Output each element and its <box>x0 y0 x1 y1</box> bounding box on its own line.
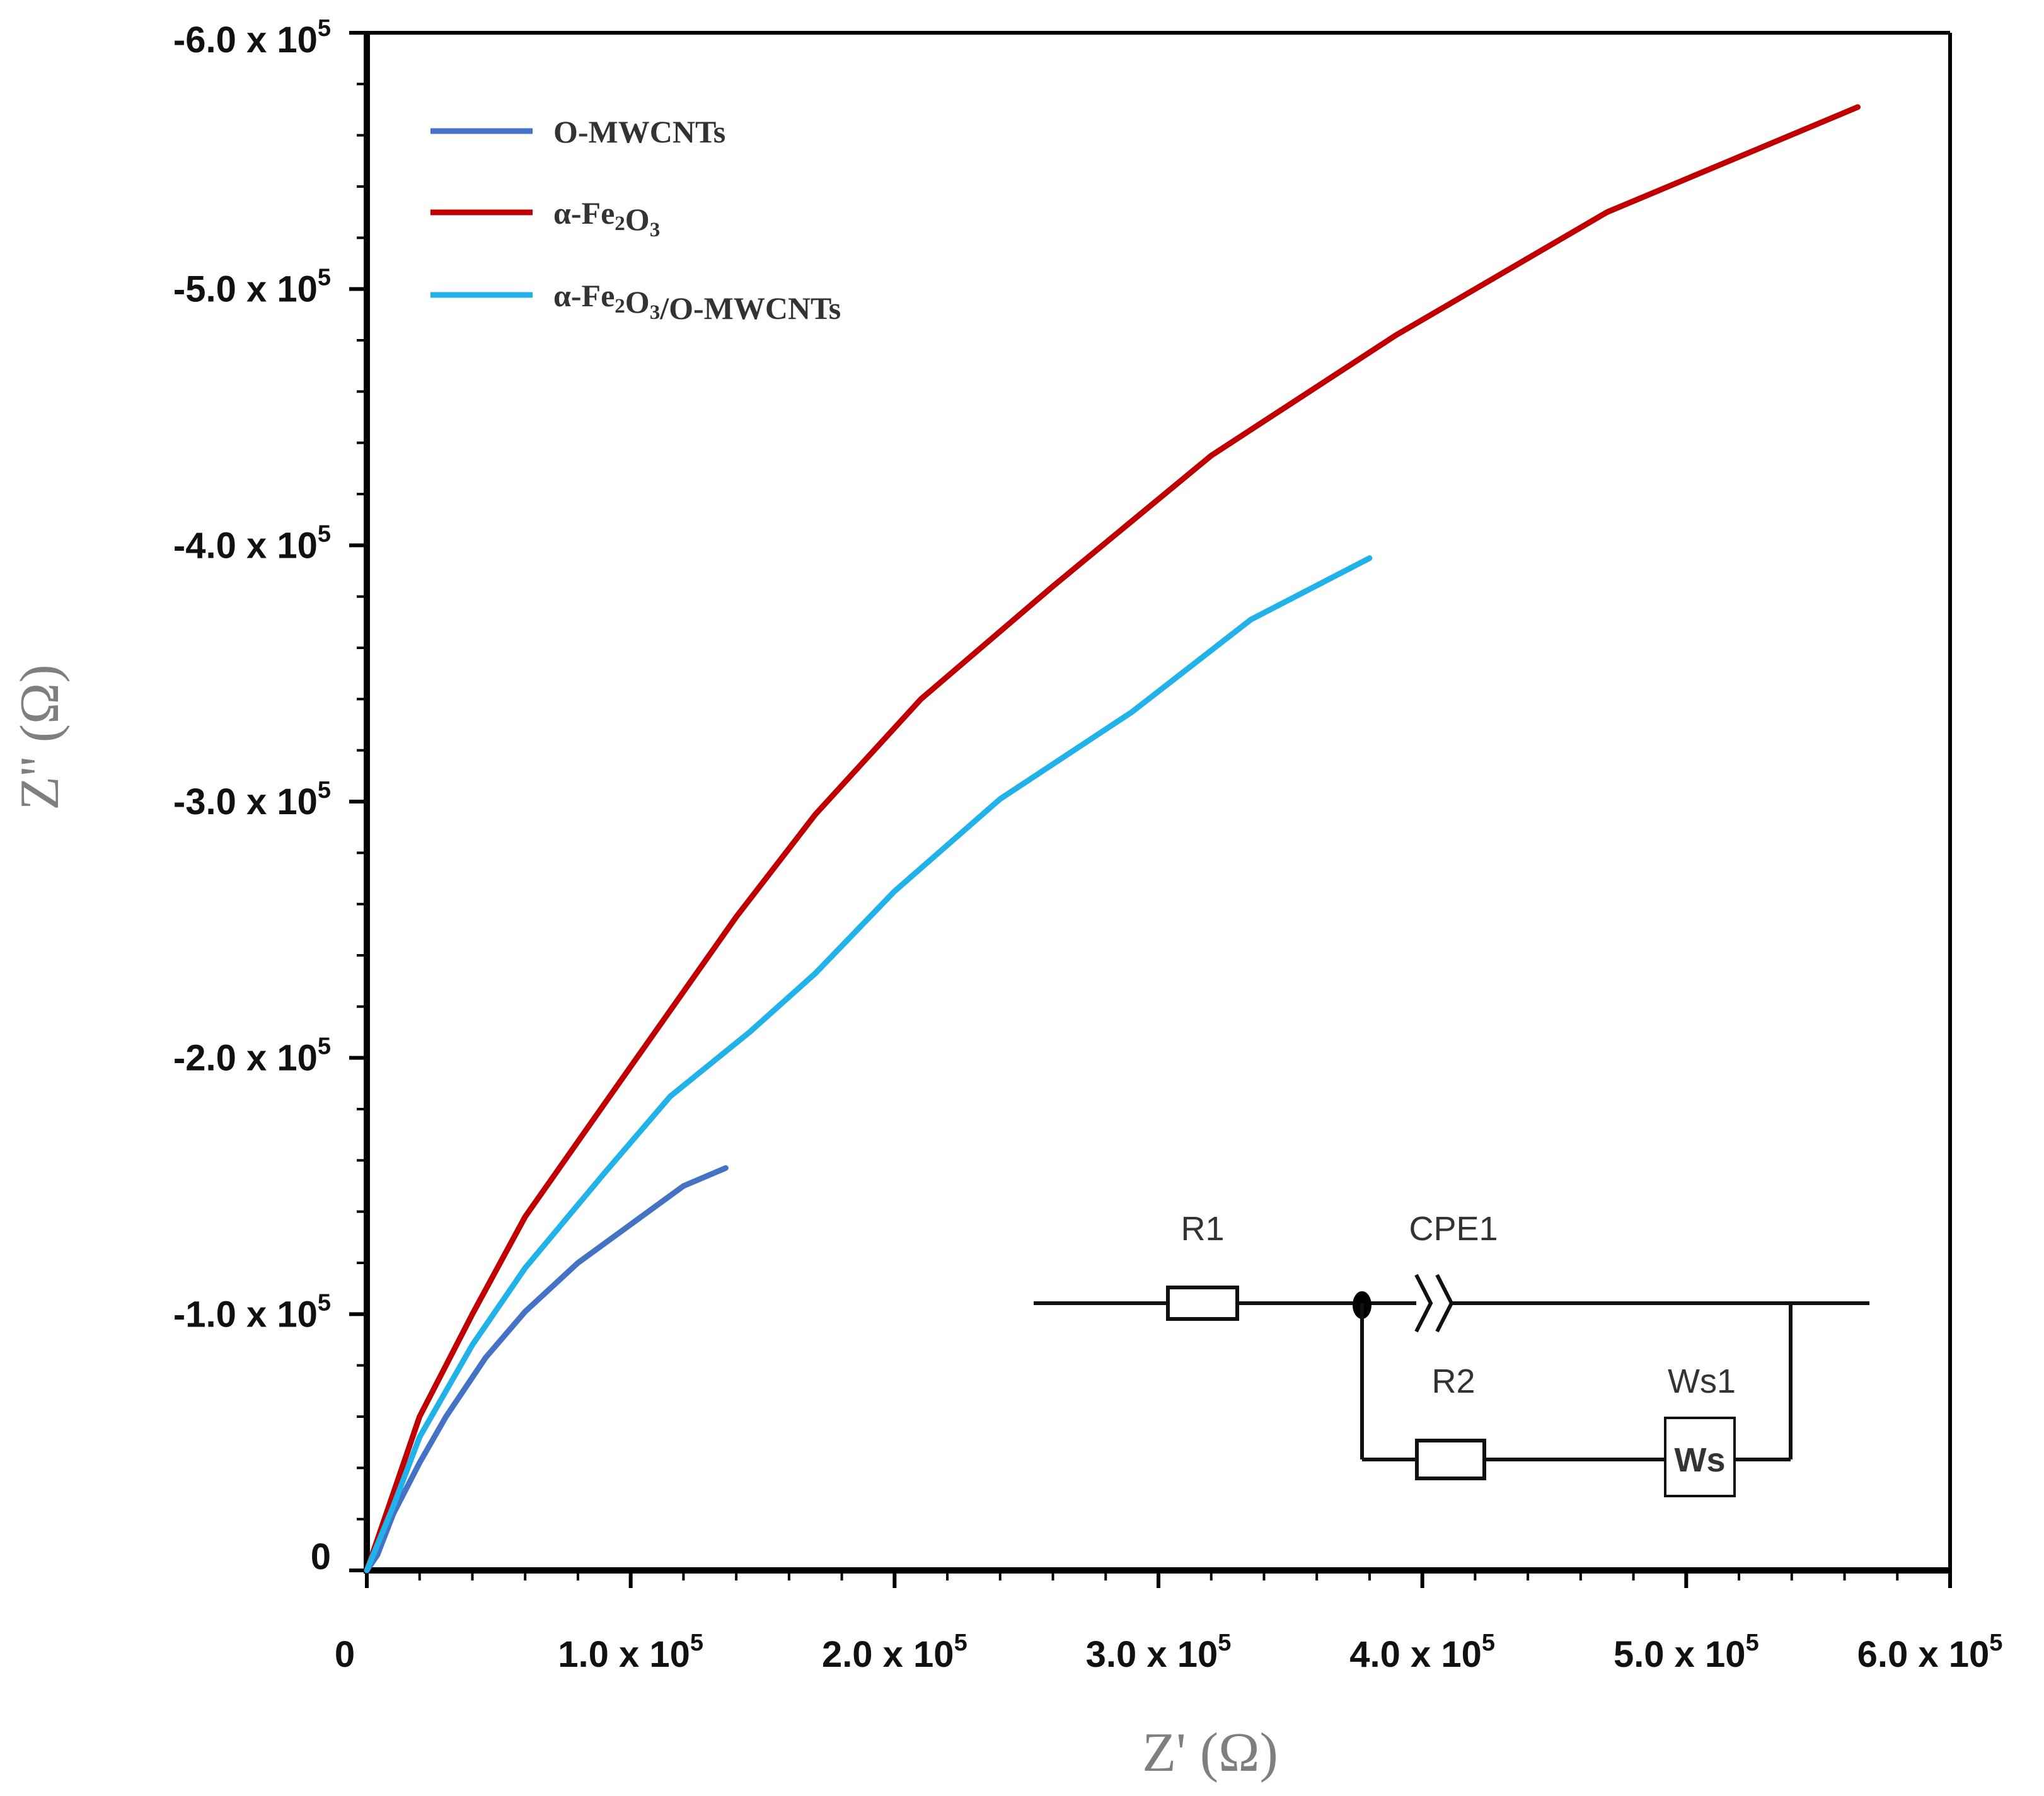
y-tick-exponent: 5 <box>318 1289 331 1316</box>
y-axis-ticks <box>349 31 367 1572</box>
x-tick-label: 6.0 x 105 <box>1857 1630 2003 1675</box>
x-axis-title: Z' (Ω) <box>1142 1722 1278 1783</box>
circuit-label-cpe1: CPE1 <box>1409 1210 1498 1248</box>
y-axis-tick-labels: 0-1.0 x 105-2.0 x 105-3.0 x 105-4.0 x 10… <box>173 15 331 1577</box>
y-tick-exponent: 5 <box>318 265 331 291</box>
x-tick-exponent: 5 <box>1218 1630 1231 1656</box>
x-axis-tick-labels: 0 1.0 x 105 2.0 x 105 3.0 x 105 4.0 x 105 5.0… <box>335 1630 2003 1675</box>
y-axis-title: Z'' (Ω) <box>9 664 71 810</box>
series-line-1 <box>364 1165 729 1574</box>
x-tick-label: 2.0 x 105 <box>822 1630 967 1675</box>
x-tick-text: 2.0 x 10 <box>822 1634 954 1675</box>
x-tick-label: 5.0 x 105 <box>1614 1630 1759 1675</box>
legend-text: O <box>625 202 650 237</box>
y-tick-label: -3.0 x 105 <box>173 777 331 822</box>
y-tick-text: -2.0 x 10 <box>173 1038 318 1079</box>
y-tick-label: -6.0 x 105 <box>173 15 331 60</box>
legend-subscript: 2 <box>615 295 625 318</box>
y-tick-label: -1.0 x 105 <box>173 1289 331 1335</box>
y-tick-text: -6.0 x 10 <box>173 20 318 60</box>
y-tick-label: -5.0 x 105 <box>173 265 331 310</box>
legend-subscript: 2 <box>615 212 625 235</box>
y-tick-text: -3.0 x 10 <box>173 781 318 822</box>
y-tick-text: -5.0 x 10 <box>173 269 318 310</box>
cpe1-plate-left <box>1414 1274 1433 1333</box>
resistor-r1-symbol <box>1166 1286 1239 1321</box>
x-tick-text: 5.0 x 10 <box>1614 1634 1746 1675</box>
y-tick-exponent: 5 <box>318 1033 331 1060</box>
x-tick-label: 0 <box>335 1634 355 1675</box>
equivalent-circuit-inset <box>1034 1274 1869 1497</box>
y-tick-label: -2.0 x 105 <box>173 1033 331 1079</box>
legend-text: α-Fe <box>553 278 615 313</box>
y-tick-text: -1.0 x 10 <box>173 1294 318 1335</box>
circuit-label-r1: R1 <box>1181 1210 1224 1248</box>
x-tick-exponent: 5 <box>690 1630 703 1656</box>
legend-text: O-MWCNTs <box>553 114 725 149</box>
circuit-label-ws1: Ws1 <box>1668 1362 1736 1400</box>
x-axis-ticks <box>365 1570 1952 1588</box>
series-line-3 <box>364 555 1373 1574</box>
legend-label-3: α-Fe2O3/O-MWCNTs <box>553 278 841 326</box>
legend-label-1: O-MWCNTs <box>553 114 725 149</box>
y-tick-exponent: 5 <box>318 777 331 803</box>
x-tick-exponent: 5 <box>954 1630 967 1656</box>
x-tick-exponent: 5 <box>1482 1630 1495 1656</box>
y-tick-exponent: 5 <box>318 521 331 547</box>
y-tick-exponent: 5 <box>318 15 331 42</box>
x-tick-label: 1.0 x 105 <box>558 1630 703 1675</box>
y-tick-text: 0 <box>311 1536 331 1577</box>
x-tick-text: 4.0 x 10 <box>1349 1634 1482 1675</box>
series-group <box>364 104 1861 1574</box>
x-tick-exponent: 5 <box>1746 1630 1759 1656</box>
legend-subscript: 3 <box>650 219 661 241</box>
y-tick-text: -4.0 x 10 <box>173 525 318 566</box>
x-tick-label: 4.0 x 105 <box>1349 1630 1495 1675</box>
x-tick-text: 1.0 x 10 <box>558 1634 690 1675</box>
warburg-box-label: Ws <box>1675 1441 1726 1479</box>
legend-subscript: 3 <box>650 301 661 324</box>
circuit-label-r2: R2 <box>1431 1362 1475 1400</box>
legend-label-2: α-Fe2O3 <box>553 195 660 241</box>
x-tick-label: 3.0 x 105 <box>1086 1630 1232 1675</box>
series-line-2 <box>364 104 1861 1574</box>
legend-text: α-Fe <box>553 195 615 231</box>
x-tick-text: 6.0 x 10 <box>1857 1634 1990 1675</box>
y-tick-label: 0 <box>311 1536 331 1577</box>
legend-text: O <box>625 284 650 319</box>
x-tick-text: 3.0 x 10 <box>1086 1634 1218 1675</box>
warburg-ws1-symbol <box>1664 1417 1736 1497</box>
y-tick-label: -4.0 x 105 <box>173 521 331 566</box>
x-tick-text: 0 <box>335 1634 355 1675</box>
legend-text: /O-MWCNTs <box>659 291 841 326</box>
resistor-r2-symbol <box>1415 1439 1486 1480</box>
x-tick-exponent: 5 <box>1989 1630 2002 1656</box>
